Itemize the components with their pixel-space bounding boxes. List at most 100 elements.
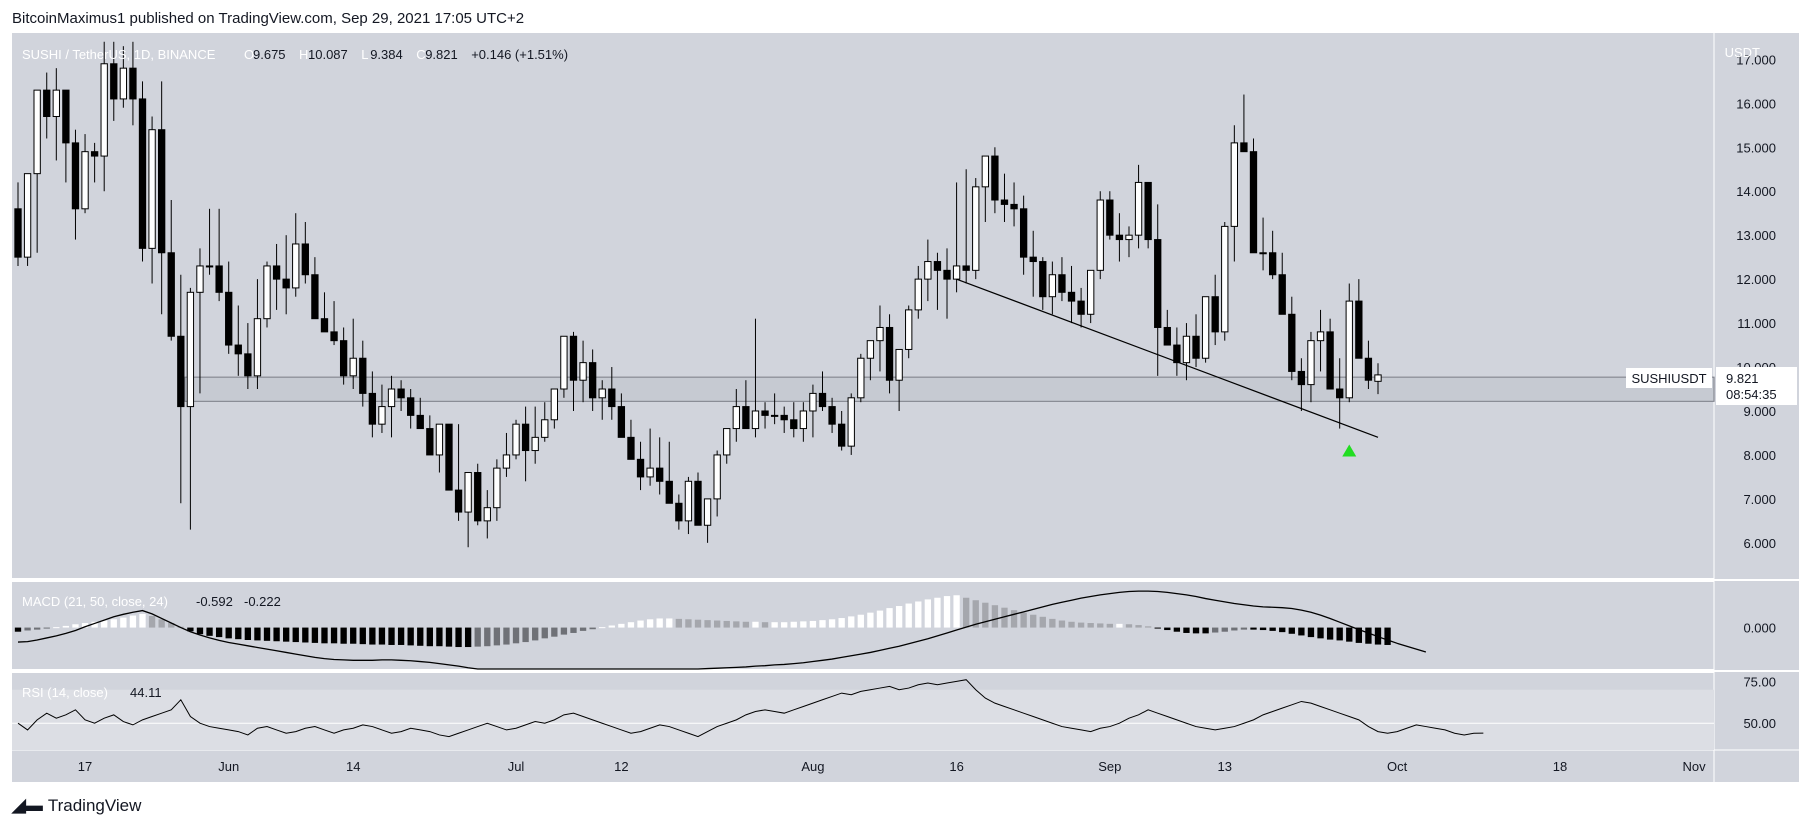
macd-histogram-bar	[1068, 621, 1075, 628]
macd-histogram-bar	[1384, 627, 1391, 645]
candle-body	[866, 340, 875, 359]
price-panel[interactable]	[14, 41, 1715, 548]
macd-histogram-bar	[915, 601, 922, 628]
macd-histogram-bar	[1164, 627, 1171, 631]
candle-body	[665, 480, 673, 504]
macd-histogram-bar	[656, 618, 663, 628]
candle-body	[713, 454, 721, 500]
macd-histogram-bar	[761, 622, 769, 628]
macd-title: MACD (21, 50, close, 24)	[22, 594, 168, 609]
candle-body	[770, 414, 779, 417]
macd-histogram-bar	[943, 596, 951, 628]
candle-body	[1278, 274, 1286, 315]
ohlc-key: H	[299, 47, 308, 62]
candle-body	[1221, 225, 1229, 333]
candle-body	[1106, 199, 1114, 236]
time-tick-label: Nov	[1682, 759, 1706, 774]
macd-panel[interactable]	[14, 590, 1427, 670]
macd-histogram-bar	[838, 618, 845, 628]
macd-histogram-bar	[541, 627, 548, 639]
symbol-label: SUSHIUSDT	[1631, 371, 1706, 386]
brand-name: TradingView	[47, 795, 142, 815]
candle-body	[215, 265, 223, 293]
candle-body	[1010, 203, 1018, 210]
macd-histogram-bar	[924, 599, 932, 628]
macd-histogram-bar	[484, 627, 491, 647]
candle-body	[129, 67, 137, 100]
macd-histogram-bar	[1240, 627, 1248, 630]
candle-body	[608, 388, 616, 408]
macd-histogram-bar	[570, 627, 577, 633]
ohlc-value: 9.675	[253, 47, 286, 62]
last-price: 9.821	[1726, 371, 1759, 386]
candle-body	[684, 480, 693, 522]
price-tick-label: 11.000	[1737, 316, 1776, 331]
rsi-panel[interactable]	[12, 679, 1714, 750]
candle-body	[531, 436, 539, 452]
candle-body	[885, 326, 894, 381]
macd-histogram-bar	[254, 627, 261, 641]
macd-histogram-bar	[464, 627, 472, 648]
macd-histogram-bar	[828, 619, 836, 628]
candle-body	[991, 155, 999, 201]
candle-body	[1067, 291, 1076, 302]
macd-histogram-bar	[33, 627, 41, 630]
price-tick-label: 16.000	[1736, 96, 1776, 111]
macd-histogram-bar	[560, 627, 568, 635]
price-tick-label: 13.000	[1736, 228, 1776, 243]
candle-body	[732, 406, 740, 430]
candle-body	[33, 89, 41, 175]
macd-histogram-bar	[685, 619, 692, 628]
price-tick-label: 9.000	[1743, 404, 1776, 419]
candle-body	[1134, 181, 1143, 236]
candle-body	[933, 261, 942, 271]
candle-body	[809, 392, 817, 412]
rsi-band	[12, 689, 1714, 750]
candle-body	[703, 498, 712, 526]
macd-histogram-bar	[436, 627, 443, 647]
macd-histogram-bar	[244, 627, 252, 640]
macd-histogram-bar	[101, 620, 108, 628]
candle-body	[426, 428, 434, 456]
macd-histogram-bar	[359, 627, 366, 645]
macd-histogram-bar	[455, 627, 462, 648]
candle-body	[521, 423, 530, 452]
candle-body	[320, 318, 329, 333]
candle-body	[387, 388, 396, 408]
candle-body	[1297, 370, 1306, 386]
macd-histogram-bar	[934, 597, 941, 628]
candle-body	[1211, 296, 1219, 333]
candle-body	[924, 261, 932, 280]
candle-body	[272, 265, 281, 280]
macd-histogram-bar	[302, 627, 309, 643]
macd-histogram-bar	[72, 624, 79, 628]
macd-histogram-bar	[273, 627, 280, 642]
candle-body	[579, 362, 587, 381]
macd-histogram-bar	[129, 615, 137, 628]
candle-body	[972, 186, 980, 271]
macd-histogram-bar	[503, 627, 510, 645]
candle-body	[474, 472, 482, 522]
ohlc-value: 9.821	[425, 47, 458, 62]
macd-histogram-bar	[666, 618, 673, 628]
candle-body	[282, 278, 290, 289]
price-tick-label: 14.000	[1736, 184, 1776, 199]
macd-histogram-bar	[397, 627, 405, 645]
rsi-line	[17, 679, 1484, 738]
price-tick-label: 12.000	[1736, 272, 1776, 287]
candle-body	[1163, 326, 1171, 346]
candle-body	[962, 265, 970, 271]
price-tick-label: 15.000	[1736, 140, 1776, 155]
candle-body	[1259, 252, 1267, 255]
ohlc-key: L	[361, 47, 368, 62]
candle-body	[292, 243, 300, 289]
macd-histogram-bar	[1058, 620, 1066, 628]
macd-histogram-bar	[1192, 627, 1200, 634]
macd-histogram-bar	[857, 614, 864, 628]
time-tick-label: 18	[1553, 759, 1567, 774]
time-tick-label: 16	[949, 759, 963, 774]
candle-body	[493, 467, 501, 509]
trend-line[interactable]	[956, 278, 1379, 438]
candle-body	[62, 89, 70, 144]
